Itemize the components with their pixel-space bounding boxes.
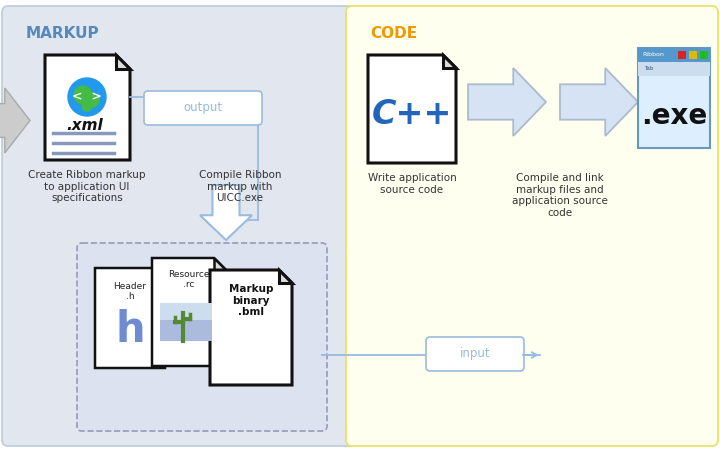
Text: .xml: .xml [67,117,104,132]
Bar [160,303,212,341]
Text: h: h [115,309,145,351]
Text: input: input [459,347,490,360]
Polygon shape [210,270,292,385]
Circle shape [74,86,92,104]
Text: Compile and link
markup files and
application source
code: Compile and link markup files and applic… [512,173,608,218]
Text: MARKUP: MARKUP [26,27,99,41]
Polygon shape [560,68,638,136]
Text: C++: C++ [372,98,452,130]
FancyBboxPatch shape [426,337,524,371]
Text: .exe: .exe [641,102,707,130]
FancyBboxPatch shape [346,6,718,446]
Text: <  >: < > [72,90,102,104]
FancyBboxPatch shape [2,6,354,446]
Bar [638,62,710,76]
Text: CODE: CODE [370,27,417,41]
Bar [160,303,212,320]
Text: Create Ribbon markup
to application UI
specifications: Create Ribbon markup to application UI s… [28,170,145,203]
Bar [638,48,710,148]
Text: Write application
source code: Write application source code [368,173,456,194]
FancyBboxPatch shape [77,243,327,431]
Text: Header
.h: Header .h [114,282,146,302]
Bar [689,51,697,59]
Polygon shape [45,55,130,160]
FancyBboxPatch shape [144,91,262,125]
Text: Markup
binary
.bml: Markup binary .bml [229,284,274,317]
Polygon shape [468,68,546,136]
Polygon shape [152,258,226,366]
Polygon shape [200,185,252,240]
Polygon shape [95,268,165,368]
Polygon shape [0,88,30,153]
Circle shape [82,101,92,111]
Bar [638,48,710,62]
Text: Tab: Tab [644,67,653,72]
Bar [700,51,708,59]
Polygon shape [443,55,456,68]
Polygon shape [279,270,292,283]
Circle shape [68,78,106,116]
Text: Resource
.rc: Resource .rc [168,270,210,289]
Text: output: output [184,102,222,114]
Circle shape [85,93,99,107]
Text: Compile Ribbon
markup with
UICC.exe: Compile Ribbon markup with UICC.exe [199,170,282,203]
Polygon shape [116,55,130,69]
Polygon shape [154,268,165,279]
Text: Ribbon: Ribbon [642,53,664,58]
Polygon shape [214,258,226,270]
Bar [678,51,686,59]
Polygon shape [368,55,456,163]
